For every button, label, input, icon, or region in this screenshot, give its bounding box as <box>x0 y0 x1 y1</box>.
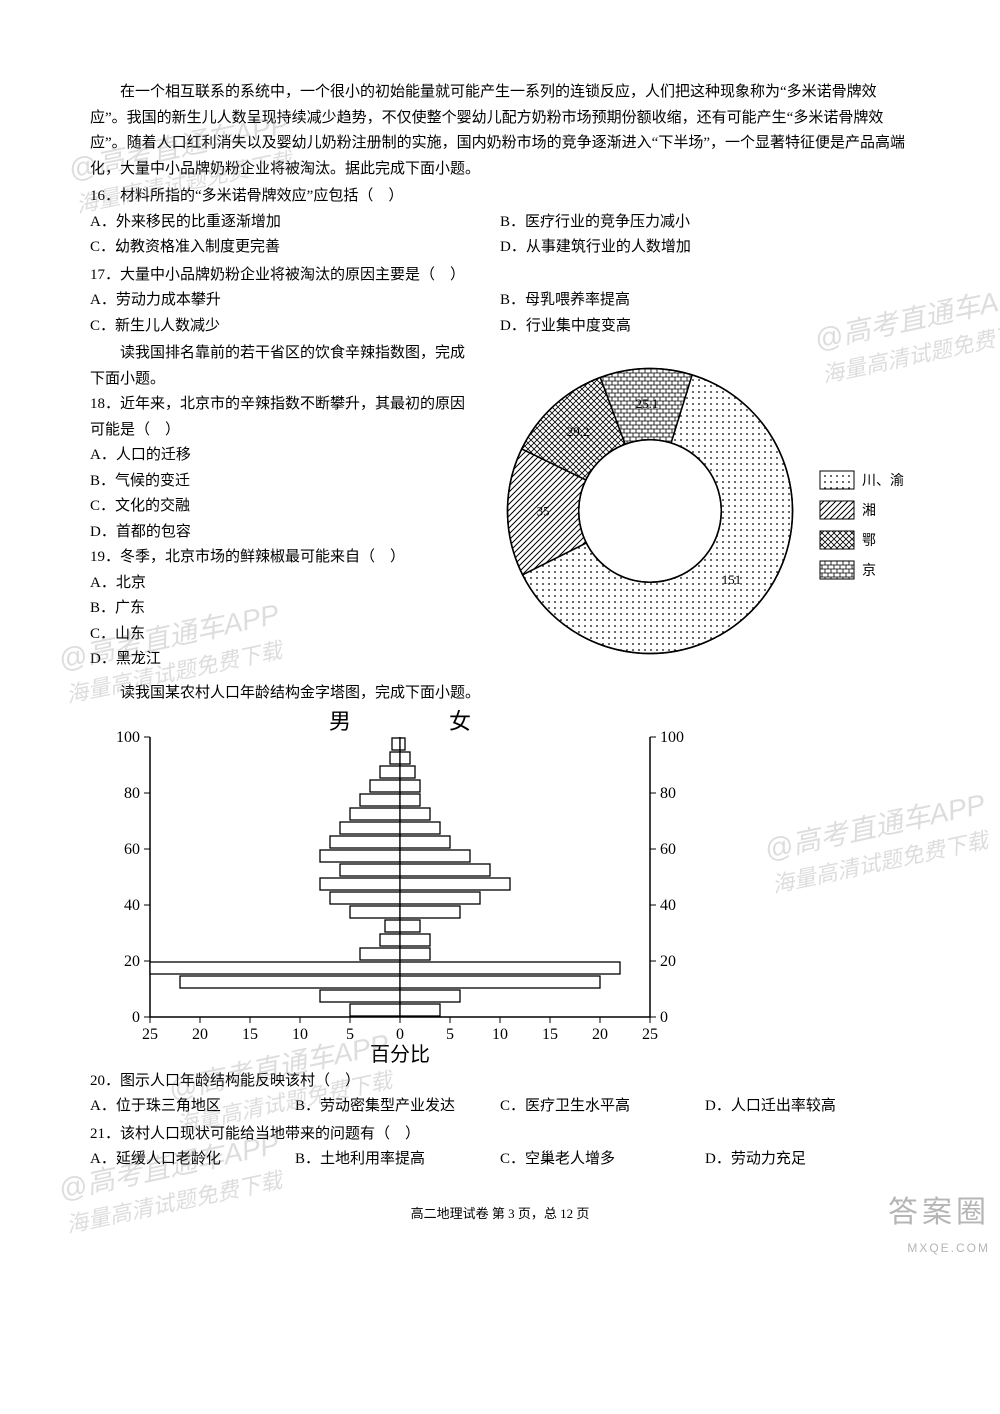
svg-text:25: 25 <box>642 1026 658 1043</box>
svg-text:40: 40 <box>660 897 676 914</box>
q20-stem: 20．图示人口年龄结构能反映该村（ ） <box>90 1069 910 1095</box>
svg-text:0: 0 <box>396 1026 404 1043</box>
q19-stem: 19．冬季，北京市场的鲜辣椒最可能来自（ ） <box>90 545 470 571</box>
q21-opt-d: D．劳动力充足 <box>705 1147 910 1173</box>
q18-opt-c: C．文化的交融 <box>90 494 470 520</box>
intro-2021: 读我国某农村人口年龄结构金字塔图，完成下面小题。 <box>90 681 910 707</box>
svg-text:鄂: 鄂 <box>862 533 876 549</box>
svg-text:0: 0 <box>660 1009 668 1026</box>
svg-text:京: 京 <box>862 563 876 579</box>
q18-opt-a: A．人口的迁移 <box>90 443 470 469</box>
svg-text:100: 100 <box>116 729 140 746</box>
q16-opt-c: C．幼教资格准入制度更完善 <box>90 235 500 261</box>
q20-opt-d: D．人口迁出率较高 <box>705 1094 910 1120</box>
svg-text:29.2: 29.2 <box>567 424 590 439</box>
svg-text:男: 男 <box>329 709 351 734</box>
q20-opt-c: C．医疗卫生水平高 <box>500 1094 705 1120</box>
svg-text:40: 40 <box>124 897 140 914</box>
svg-text:5: 5 <box>346 1026 354 1043</box>
corner-logo: 答案圈 MXQE.COM <box>888 1187 990 1258</box>
q17-opt-c: C．新生儿人数减少 <box>90 314 500 340</box>
q17-opt-d: D．行业集中度变高 <box>500 314 910 340</box>
q20-opt-b: B．劳动密集型产业发达 <box>295 1094 500 1120</box>
svg-text:女: 女 <box>449 709 471 734</box>
svg-text:20: 20 <box>592 1026 608 1043</box>
svg-text:15: 15 <box>542 1026 558 1043</box>
q18-opt-b: B．气候的变迁 <box>90 469 470 495</box>
q18-opt-d: D．首都的包容 <box>90 520 470 546</box>
donut-chart: 151 35 29.2 25.1 川、渝湘鄂京 <box>480 341 910 681</box>
q16-stem: 16．材料所指的“多米诺骨牌效应”应包括（ ） <box>90 184 910 210</box>
passage-text: 在一个相互联系的系统中，一个很小的初始能量就可能产生一系列的连锁反应，人们把这种… <box>90 80 910 182</box>
q21-opt-c: C．空巢老人增多 <box>500 1147 705 1173</box>
q18-stem: 18．近年来，北京市的辛辣指数不断攀升，其最初的原因可能是（ ） <box>90 392 470 443</box>
svg-text:100: 100 <box>660 729 684 746</box>
question-16: 16．材料所指的“多米诺骨牌效应”应包括（ ） A．外来移民的比重逐渐增加 B．… <box>90 184 910 261</box>
svg-text:20: 20 <box>660 953 676 970</box>
q19-opt-a: A．北京 <box>90 571 470 597</box>
q16-opt-d: D．从事建筑行业的人数增加 <box>500 235 910 261</box>
question-20: 20．图示人口年龄结构能反映该村（ ） A．位于珠三角地区 B．劳动密集型产业发… <box>90 1069 910 1120</box>
svg-text:151: 151 <box>722 572 742 587</box>
svg-text:5: 5 <box>446 1026 454 1043</box>
svg-text:15: 15 <box>242 1026 258 1043</box>
q19-opt-b: B．广东 <box>90 596 470 622</box>
q21-stem: 21．该村人口现状可能给当地带来的问题有（ ） <box>90 1122 910 1148</box>
question-21: 21．该村人口现状可能给当地带来的问题有（ ） A．延缓人口老龄化 B．土地利用… <box>90 1122 910 1173</box>
svg-text:80: 80 <box>124 785 140 802</box>
svg-text:10: 10 <box>492 1026 508 1043</box>
q17-opt-a: A．劳动力成本攀升 <box>90 288 500 314</box>
q17-stem: 17．大量中小品牌奶粉企业将被淘汰的原因主要是（ ） <box>90 263 910 289</box>
svg-text:0: 0 <box>132 1009 140 1026</box>
question-17: 17．大量中小品牌奶粉企业将被淘汰的原因主要是（ ） A．劳动力成本攀升 B．母… <box>90 263 910 340</box>
q19-opt-c: C．山东 <box>90 622 470 648</box>
q17-opt-b: B．母乳喂养率提高 <box>500 288 910 314</box>
svg-text:百分比: 百分比 <box>370 1043 430 1066</box>
svg-text:60: 60 <box>124 841 140 858</box>
q21-opt-b: B．土地利用率提高 <box>295 1147 500 1173</box>
svg-text:25.1: 25.1 <box>636 396 659 411</box>
q19-opt-d: D．黑龙江 <box>90 647 470 673</box>
q18-19-block: 读我国排名靠前的若干省区的饮食辛辣指数图，完成下面小题。 18．近年来，北京市的… <box>90 341 910 681</box>
svg-text:20: 20 <box>124 953 140 970</box>
svg-text:10: 10 <box>292 1026 308 1043</box>
intro-1819: 读我国排名靠前的若干省区的饮食辛辣指数图，完成下面小题。 <box>90 341 470 392</box>
svg-text:80: 80 <box>660 785 676 802</box>
svg-text:25: 25 <box>142 1026 158 1043</box>
q16-opt-a: A．外来移民的比重逐渐增加 <box>90 210 500 236</box>
q21-opt-a: A．延缓人口老龄化 <box>90 1147 295 1173</box>
pyramid-chart: 0 0 20 20 40 40 60 60 80 80 100 100 25 20 15 10 5 0 5 10 15 2… <box>90 707 710 1067</box>
svg-text:川、渝: 川、渝 <box>862 473 904 489</box>
svg-text:20: 20 <box>192 1026 208 1043</box>
svg-text:湘: 湘 <box>862 503 876 519</box>
svg-text:60: 60 <box>660 841 676 858</box>
svg-text:35: 35 <box>537 504 550 519</box>
q16-opt-b: B．医疗行业的竞争压力减小 <box>500 210 910 236</box>
q20-opt-a: A．位于珠三角地区 <box>90 1094 295 1120</box>
page-footer: 高二地理试卷 第 3 页，总 12 页 <box>90 1203 910 1225</box>
